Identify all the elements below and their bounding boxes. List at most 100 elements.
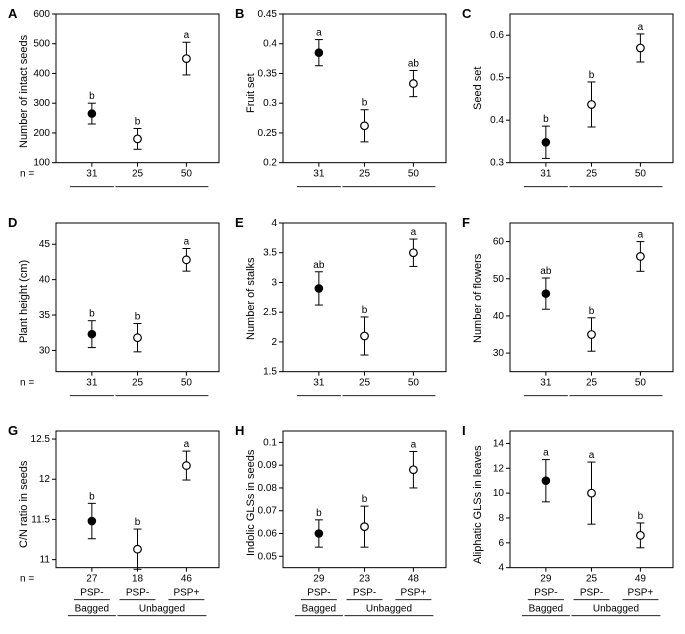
significance-letter: b xyxy=(89,492,95,503)
significance-letter: b xyxy=(135,517,141,528)
n-value: 50 xyxy=(181,377,193,388)
ytick-label: 45 xyxy=(39,239,51,250)
significance-letter: a xyxy=(638,229,644,240)
n-value: 25 xyxy=(359,377,371,388)
significance-letter: a xyxy=(638,22,644,33)
panel-svg: 468101214aab292549PSP-PSP-PSP+BaggedUnba… xyxy=(460,421,679,630)
significance-letter: b xyxy=(362,305,368,316)
ytick-label: 35 xyxy=(39,310,51,321)
n-value: 31 xyxy=(540,377,552,388)
significance-letter: a xyxy=(589,450,595,461)
significance-letter: b xyxy=(362,98,368,109)
ytick-label: 40 xyxy=(39,274,51,285)
ytick-label: 11.5 xyxy=(31,515,50,526)
psp-label: PSP+ xyxy=(400,588,426,599)
ytick-label: 0.1 xyxy=(263,438,277,449)
significance-letter: b xyxy=(89,308,95,319)
ytick-label: 0.45 xyxy=(258,9,278,20)
significance-letter: b xyxy=(362,494,368,505)
psp-label: PSP- xyxy=(580,588,603,599)
panel-F: 30405060abba312550Number of flowersF xyxy=(460,213,679,422)
ytick-label: 500 xyxy=(33,39,50,50)
y-axis-label: Aliphatic GLSs in leaves xyxy=(472,446,484,565)
data-marker xyxy=(410,249,418,257)
data-marker xyxy=(410,466,418,474)
data-marker xyxy=(542,477,550,485)
y-axis-label: Number of intact seeds xyxy=(18,35,30,148)
ytick-label: 4 xyxy=(271,218,277,229)
panel-I: 468101214aab292549PSP-PSP-PSP+BaggedUnba… xyxy=(460,421,679,630)
ytick-label: 0.3 xyxy=(490,158,504,169)
ytick-label: 3 xyxy=(271,277,277,288)
n-equals-label: n = xyxy=(20,574,34,585)
data-marker xyxy=(361,523,369,531)
ytick-label: 30 xyxy=(493,348,505,359)
panel-H: 0.050.060.070.080.090.1bba292348PSP-PSP-… xyxy=(233,421,452,630)
data-marker xyxy=(134,135,142,143)
significance-letter: b xyxy=(589,70,595,81)
bagged-label: Bagged xyxy=(302,604,336,615)
ytick-label: 400 xyxy=(33,68,50,79)
ytick-label: 4 xyxy=(498,563,504,574)
panel-G: 1111.51212.5bban =271846PSP-PSP-PSP+Bagg… xyxy=(6,421,225,630)
n-value: 25 xyxy=(132,377,144,388)
panel-svg: 0.050.060.070.080.090.1bba292348PSP-PSP-… xyxy=(233,421,452,630)
significance-letter: a xyxy=(543,448,549,459)
ytick-label: 2 xyxy=(271,337,277,348)
panel-letter: E xyxy=(235,215,244,230)
panel-letter: H xyxy=(235,423,244,438)
panel-letter: A xyxy=(8,6,17,21)
data-marker xyxy=(88,518,96,526)
n-value: 29 xyxy=(540,574,552,585)
unbagged-label: Unbagged xyxy=(366,604,412,615)
data-marker xyxy=(542,138,550,146)
data-marker xyxy=(637,44,645,52)
panel-B: 0.20.250.30.350.40.45abab312550Fruit set… xyxy=(233,4,452,213)
ytick-label: 200 xyxy=(33,128,50,139)
n-value: 31 xyxy=(86,169,98,180)
data-marker xyxy=(637,252,645,260)
panel-svg: 0.20.250.30.350.40.45abab312550 xyxy=(233,4,452,213)
ytick-label: 0.09 xyxy=(258,460,278,471)
ytick-label: 40 xyxy=(493,311,505,322)
psp-label: PSP- xyxy=(534,588,557,599)
ytick-label: 60 xyxy=(493,236,505,247)
data-marker xyxy=(88,330,96,338)
data-marker xyxy=(134,334,142,342)
panel-letter: F xyxy=(462,215,470,230)
significance-letter: ab xyxy=(313,259,325,270)
psp-label: PSP- xyxy=(353,588,376,599)
significance-letter: a xyxy=(184,236,190,247)
n-value: 49 xyxy=(635,574,647,585)
n-value: 50 xyxy=(635,377,647,388)
n-value: 25 xyxy=(359,169,371,180)
data-marker xyxy=(183,462,191,470)
ytick-label: 100 xyxy=(33,158,50,169)
significance-letter: b xyxy=(135,311,141,322)
ytick-label: 6 xyxy=(498,538,504,549)
panel-svg: 0.30.40.50.6bba312550 xyxy=(460,4,679,213)
unbagged-label: Unbagged xyxy=(139,604,185,615)
data-marker xyxy=(588,101,596,109)
data-marker xyxy=(637,532,645,540)
y-axis-label: Number of stalks xyxy=(245,258,257,341)
panel-A: 100200300400500600bban =312550Number of … xyxy=(6,4,225,213)
n-value: 25 xyxy=(586,169,598,180)
significance-letter: a xyxy=(411,227,417,238)
n-value: 31 xyxy=(313,169,325,180)
ytick-label: 1.5 xyxy=(263,366,277,377)
ytick-label: 0.6 xyxy=(490,30,504,41)
significance-letter: a xyxy=(316,28,322,39)
n-value: 50 xyxy=(408,169,420,180)
panel-letter: I xyxy=(462,423,466,438)
significance-letter: ab xyxy=(408,58,420,69)
data-marker xyxy=(361,122,369,130)
ytick-label: 0.4 xyxy=(490,115,504,126)
n-value: 23 xyxy=(359,574,371,585)
significance-letter: b xyxy=(543,114,549,125)
ytick-label: 0.4 xyxy=(263,39,277,50)
ytick-label: 0.25 xyxy=(258,128,278,139)
ytick-label: 300 xyxy=(33,98,50,109)
n-value: 27 xyxy=(86,574,98,585)
ytick-label: 10 xyxy=(493,488,505,499)
